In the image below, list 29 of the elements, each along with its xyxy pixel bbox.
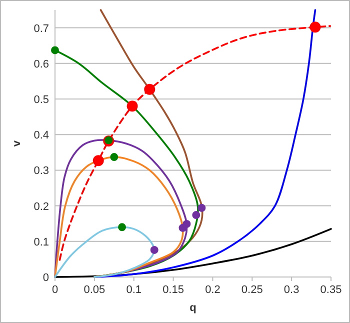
x-tick-label: 0.1 bbox=[126, 284, 142, 296]
point bbox=[110, 153, 118, 162]
point bbox=[182, 220, 191, 228]
point bbox=[310, 22, 321, 33]
point bbox=[51, 46, 59, 54]
y-tick-label: 0.4 bbox=[34, 130, 49, 142]
y-tick-label: 0.2 bbox=[34, 200, 49, 213]
y-tick-label: 0 bbox=[42, 272, 49, 284]
point bbox=[118, 223, 126, 232]
point bbox=[150, 246, 158, 254]
y-tick-label: 0.6 bbox=[34, 58, 49, 70]
x-tick-label: 0.15 bbox=[162, 284, 184, 296]
x-tick-label: 0.05 bbox=[84, 284, 106, 296]
y-tick-label: 0.7 bbox=[34, 22, 49, 35]
point bbox=[92, 155, 104, 166]
x-tick-label: 0.35 bbox=[320, 284, 342, 296]
y-axis-title: v bbox=[11, 140, 23, 147]
x-tick-label: 0.2 bbox=[205, 284, 220, 296]
y-tick-label: 0.5 bbox=[34, 94, 49, 106]
point bbox=[198, 204, 206, 212]
y-tick-label: 0.3 bbox=[34, 165, 49, 178]
x-tick-label: 0.3 bbox=[284, 284, 300, 296]
x-axis-title: q bbox=[190, 302, 196, 314]
point bbox=[144, 84, 156, 95]
point bbox=[192, 211, 200, 220]
x-tick-label: 0.25 bbox=[241, 284, 263, 296]
point bbox=[126, 100, 138, 112]
x-tick-label: 0 bbox=[52, 284, 58, 296]
y-tick-label: 0.1 bbox=[34, 236, 49, 248]
